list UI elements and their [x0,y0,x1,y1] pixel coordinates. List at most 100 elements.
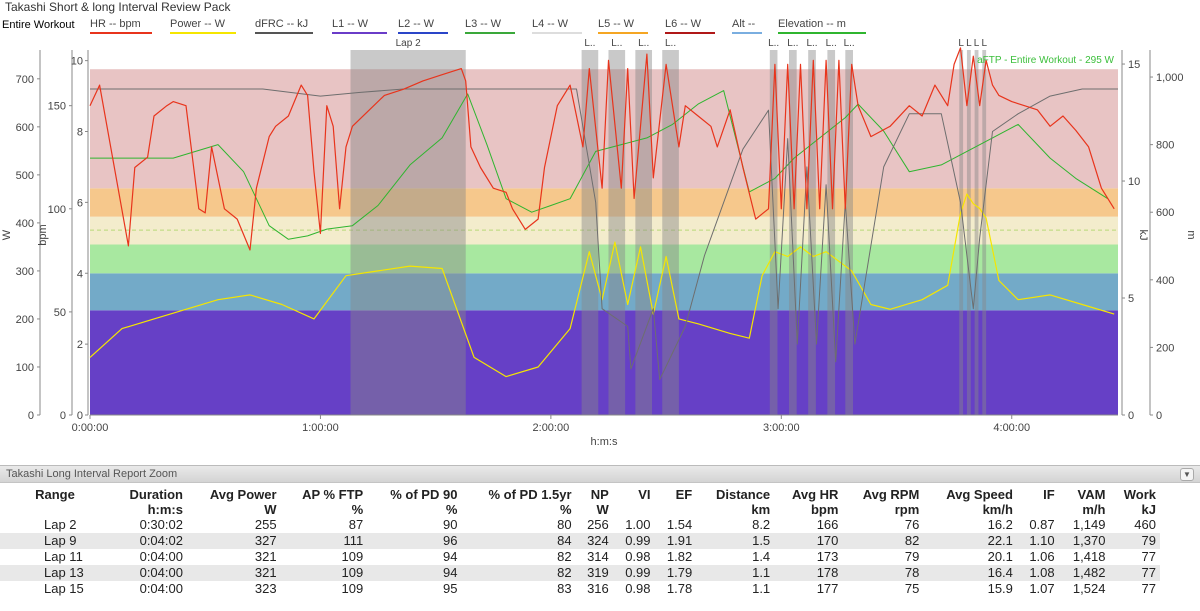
legend-swatch [170,32,236,34]
legend-item[interactable]: Alt -- [732,17,762,35]
table-cell: 1.82 [654,549,697,565]
legend-swatch [465,32,515,34]
column-header[interactable]: VAM m/h [1059,487,1110,517]
table-header-row: Range Duration h:m:s Avg Power W AP % FTP%% … [0,487,1160,517]
legend-swatch [598,32,648,34]
lap-highlight[interactable] [808,50,816,415]
legend-item[interactable]: L6 -- W [665,17,715,35]
y-tick-label: 8 [77,127,83,139]
column-header[interactable]: VI [613,487,655,517]
lap-highlight[interactable] [974,50,979,415]
table-cell: 1.1 [696,581,775,597]
column-header[interactable]: EF [655,487,697,517]
legend-item[interactable]: dFRC -- kJ [255,17,313,35]
lap-label: L.. [768,38,779,49]
table-cell: 1.79 [654,565,697,581]
column-header[interactable]: % of PD 90% [367,487,461,517]
column-header[interactable]: Avg Speed km/h [923,487,1017,517]
main-chart[interactable]: Lap 2 L.. L.. L.. L.. L.. L.. L.. L.. L.. L L L L 0:0… [0,30,1200,460]
column-header-label: Distance [715,487,771,502]
legend-swatch [332,32,387,34]
y-tick-label: 0 [77,410,83,422]
column-header[interactable]: NP W [576,487,613,517]
legend-item[interactable]: Elevation -- m [778,17,866,35]
column-header-label: VAM [1077,487,1106,502]
table-cell: 1.54 [654,517,697,533]
lap-highlight[interactable] [581,50,599,415]
column-header[interactable]: Distance km [696,487,774,517]
column-header[interactable]: Duration h:m:s [110,487,187,517]
table-cell: 319 [575,565,613,581]
legend-swatch [90,32,152,34]
column-header-unit: km/h [982,502,1013,517]
lap-highlight[interactable] [788,50,797,415]
y-tick-label: 0 [1128,410,1134,422]
column-header[interactable]: Work kJ [1109,487,1160,517]
legend-item[interactable]: L2 -- W [398,17,448,35]
table-row[interactable]: Lap 9 0:04:02 327 111 96 84 324 0.99 1.91 1.5 170 8… [0,533,1160,549]
table-cell: 94 [367,565,462,581]
collapse-chevron-icon[interactable]: ▼ [1180,468,1194,481]
lap-highlight[interactable] [608,50,626,415]
column-header-label: % of PD 1.5yr [488,487,572,502]
table-row[interactable]: Lap 2 0:30:02 255 87 90 80 256 1.00 1.54 8.2 166 76… [0,517,1160,533]
x-tick-label: 1:00:00 [302,422,339,434]
column-header[interactable]: Range [0,487,110,517]
table-row[interactable]: Lap 11 0:04:00 321 109 94 82 314 0.98 1.82 1.4 173… [0,549,1160,565]
legend-item[interactable]: L3 -- W [465,17,515,35]
table-cell: 0:04:00 [109,581,187,597]
table-cell: 255 [186,517,281,533]
lap-highlight[interactable] [769,50,778,415]
legend-item[interactable]: Power -- W [170,17,236,35]
column-header[interactable]: IF [1017,487,1059,517]
legend-item[interactable]: L1 -- W [332,17,387,35]
lap-highlights[interactable]: Lap 2 L.. L.. L.. L.. L.. L.. L.. L.. L.. L L L L [350,38,988,415]
lap-label: L [958,38,964,49]
table-cell: 0.87 [1016,517,1059,533]
legend-item[interactable]: L4 -- W [532,17,582,35]
report-window: Takashi Long Interval Report Zoom ▼ Rang… [0,465,1200,611]
lap-highlight[interactable] [959,50,964,415]
table-row[interactable]: Lap 13 0:04:00 321 109 94 82 319 0.99 1.79 1.1 178… [0,565,1160,581]
lap-highlight[interactable] [827,50,836,415]
lap-highlight[interactable] [982,50,987,415]
table-cell: 173 [774,549,843,565]
lap-highlight[interactable] [845,50,853,415]
table-row[interactable]: Lap 15 0:04:00 323 109 95 83 316 0.98 1.78 1.1 177… [0,581,1160,597]
range-label[interactable]: Entire Workout [2,19,75,31]
axes: 0:00:00 1:00:00 2:00:00 3:00:00 4:00:00 h:m:s… [1,50,1197,448]
lap-highlight[interactable] [966,50,971,415]
legend-label: Alt -- [732,18,756,30]
lap-highlight[interactable] [350,50,466,415]
y-tick-label: 700 [16,74,34,86]
table-cell: Lap 15 [0,581,110,597]
table-cell: 327 [186,533,281,549]
report-titlebar[interactable]: Takashi Long Interval Report Zoom ▼ [0,465,1200,483]
column-header-unit: bpm [810,502,839,517]
lap-label: L.. [844,38,855,49]
legend-item[interactable]: HR -- bpm [90,17,152,35]
table-cell: 95 [367,581,462,597]
x-tick-label: 3:00:00 [763,422,800,434]
legend-item[interactable]: L5 -- W [598,17,648,35]
column-header-unit: % [560,502,572,517]
legend-label: L5 -- W [598,18,635,30]
table-cell: 0.98 [612,549,655,565]
table-cell: 16.4 [923,565,1017,581]
chart-window: Takashi Short & long Interval Review Pac… [0,0,1200,460]
table-cell: 8.2 [696,517,775,533]
table-cell: 22.1 [923,533,1017,549]
legend-label: Elevation -- m [778,18,846,30]
column-header[interactable]: Avg RPM rpm [842,487,923,517]
column-header[interactable]: Avg Power W [187,487,281,517]
table-cell: 1,418 [1058,549,1110,565]
column-header-label: VI [638,487,651,502]
lap-highlight[interactable] [662,50,679,415]
y-tick-label: 0 [60,410,66,422]
column-header[interactable]: AP % FTP% [281,487,368,517]
table-cell: 0:04:00 [109,565,187,581]
column-header[interactable]: Avg HR bpm [774,487,842,517]
lap-label: L.. [611,38,622,49]
column-header[interactable]: % of PD 1.5yr% [461,487,575,517]
table-cell: 76 [842,517,924,533]
